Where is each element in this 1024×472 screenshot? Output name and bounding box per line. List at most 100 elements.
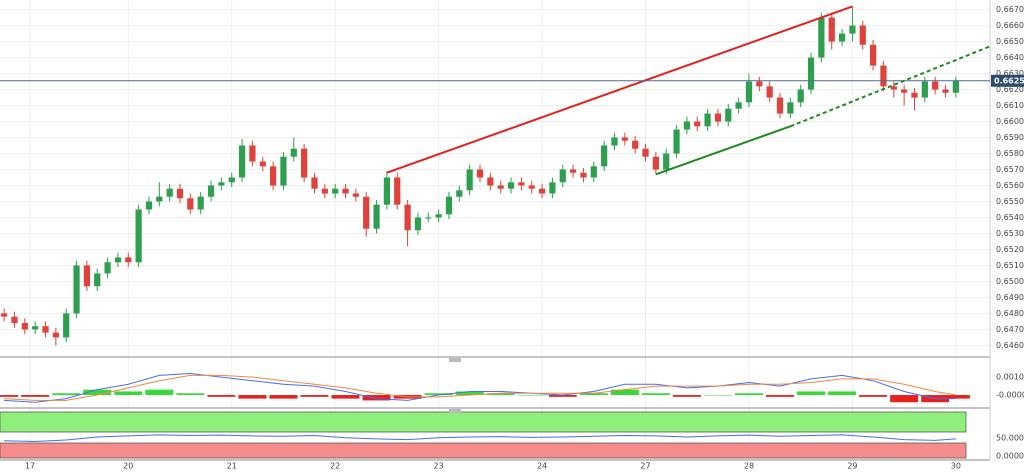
candle-body	[363, 196, 370, 229]
y-tick-label: 0.6530	[996, 229, 1024, 238]
histogram-bar	[579, 393, 608, 396]
x-tick-label: 30	[951, 462, 961, 471]
candle-body	[32, 326, 39, 330]
candle-body	[145, 201, 153, 210]
y-tick-label: 0.6460	[996, 341, 1024, 350]
candle-body	[11, 316, 18, 324]
y-tick-label: 0.6650	[996, 37, 1024, 46]
candle-body	[42, 326, 49, 333]
y-tick-label: 0.6500	[996, 277, 1024, 286]
candle-body	[301, 148, 308, 178]
candle-body	[538, 188, 546, 194]
candle-body	[135, 209, 142, 263]
y-tick-label: 0.6590	[996, 133, 1024, 142]
histogram-bar	[672, 395, 701, 397]
candle-body	[580, 172, 587, 178]
candle-body	[332, 188, 339, 194]
histogram-bar	[455, 391, 484, 396]
candle-body	[311, 177, 318, 189]
candle-body	[52, 332, 59, 338]
histogram-bar	[859, 395, 888, 397]
candle-body	[497, 185, 504, 189]
last-price-label: 0.66255	[994, 76, 1024, 85]
candle-body	[445, 196, 453, 215]
candle-body	[104, 262, 111, 274]
candle-body	[259, 161, 266, 167]
candle-body	[425, 217, 432, 219]
candle-body	[673, 129, 680, 154]
candle-body	[435, 214, 442, 218]
x-tick-label: 23	[434, 462, 444, 471]
trend-line	[386, 5, 853, 174]
candle-body	[880, 65, 887, 87]
candle-body	[632, 140, 639, 149]
histogram-bar	[828, 391, 857, 396]
histogram-bar	[362, 395, 391, 401]
last-price-box	[991, 74, 1024, 87]
candle-body	[611, 137, 618, 146]
histogram-bar	[21, 395, 50, 397]
candle-body	[466, 169, 473, 191]
histogram-bar	[424, 393, 453, 396]
candle-body	[394, 177, 401, 205]
histogram-bar	[114, 391, 143, 396]
candle-body	[838, 33, 846, 42]
y-tick-label: 0.6610	[996, 101, 1024, 110]
y-tick-label: 0.0000	[996, 452, 1024, 461]
histogram-bar	[300, 395, 329, 397]
candle-body	[704, 113, 711, 127]
x-tick-label: 27	[640, 462, 650, 471]
resize-handle[interactable]	[449, 409, 461, 413]
histogram-bar	[83, 389, 112, 396]
candle-body	[270, 166, 277, 186]
candle-body	[187, 198, 194, 210]
trend-line	[655, 125, 791, 176]
candle-body	[756, 81, 763, 87]
lower-band	[0, 442, 967, 459]
candle-body	[828, 17, 835, 42]
candle-body	[487, 177, 494, 186]
candle-body	[507, 182, 515, 189]
histogram-bar	[176, 393, 205, 396]
candle-body	[73, 265, 80, 314]
candle-body	[570, 169, 577, 173]
histogram-bar	[486, 393, 515, 396]
candle-body	[94, 273, 101, 287]
histogram-bar	[797, 391, 825, 396]
candle-body	[383, 177, 390, 205]
candle-body	[849, 25, 856, 34]
y-tick-label: 0.6540	[996, 213, 1024, 222]
candle-body	[114, 257, 122, 263]
y-tick-label: 0.6580	[996, 149, 1024, 158]
candle-body	[518, 182, 525, 186]
histogram-bar	[145, 389, 174, 396]
candle-body	[590, 166, 597, 178]
candle-body	[859, 25, 866, 45]
candle-body	[890, 86, 897, 90]
candle-body	[83, 265, 90, 287]
histogram-bar	[735, 393, 763, 396]
histogram-bar	[766, 395, 794, 397]
candle-body	[549, 182, 556, 194]
y-tick-label: 0.6640	[996, 53, 1024, 62]
histogram-bar	[641, 393, 670, 396]
x-tick-label: 17	[25, 462, 35, 471]
indicator-line	[4, 434, 956, 442]
candle-body	[601, 145, 608, 167]
y-tick-label: 0.6660	[996, 21, 1024, 30]
plot: 0.6460 0.6470 0.6480 0.6490 0.6500 0.6510 0.65…	[0, 5, 1024, 471]
y-tick-label: 0.6490	[996, 293, 1024, 302]
candle-body	[745, 81, 753, 103]
histogram-bar	[207, 395, 236, 397]
candle-body	[776, 97, 784, 114]
x-tick-label: 20	[123, 462, 133, 471]
candle-body	[125, 257, 132, 263]
candle-body	[352, 193, 359, 197]
candle-body	[735, 102, 742, 109]
candle-body	[942, 89, 949, 93]
grid	[0, 0, 990, 460]
resize-handle[interactable]	[449, 358, 461, 362]
y-tick-label: 0.6560	[996, 181, 1024, 190]
y-tick-label: 0.6480	[996, 309, 1024, 318]
